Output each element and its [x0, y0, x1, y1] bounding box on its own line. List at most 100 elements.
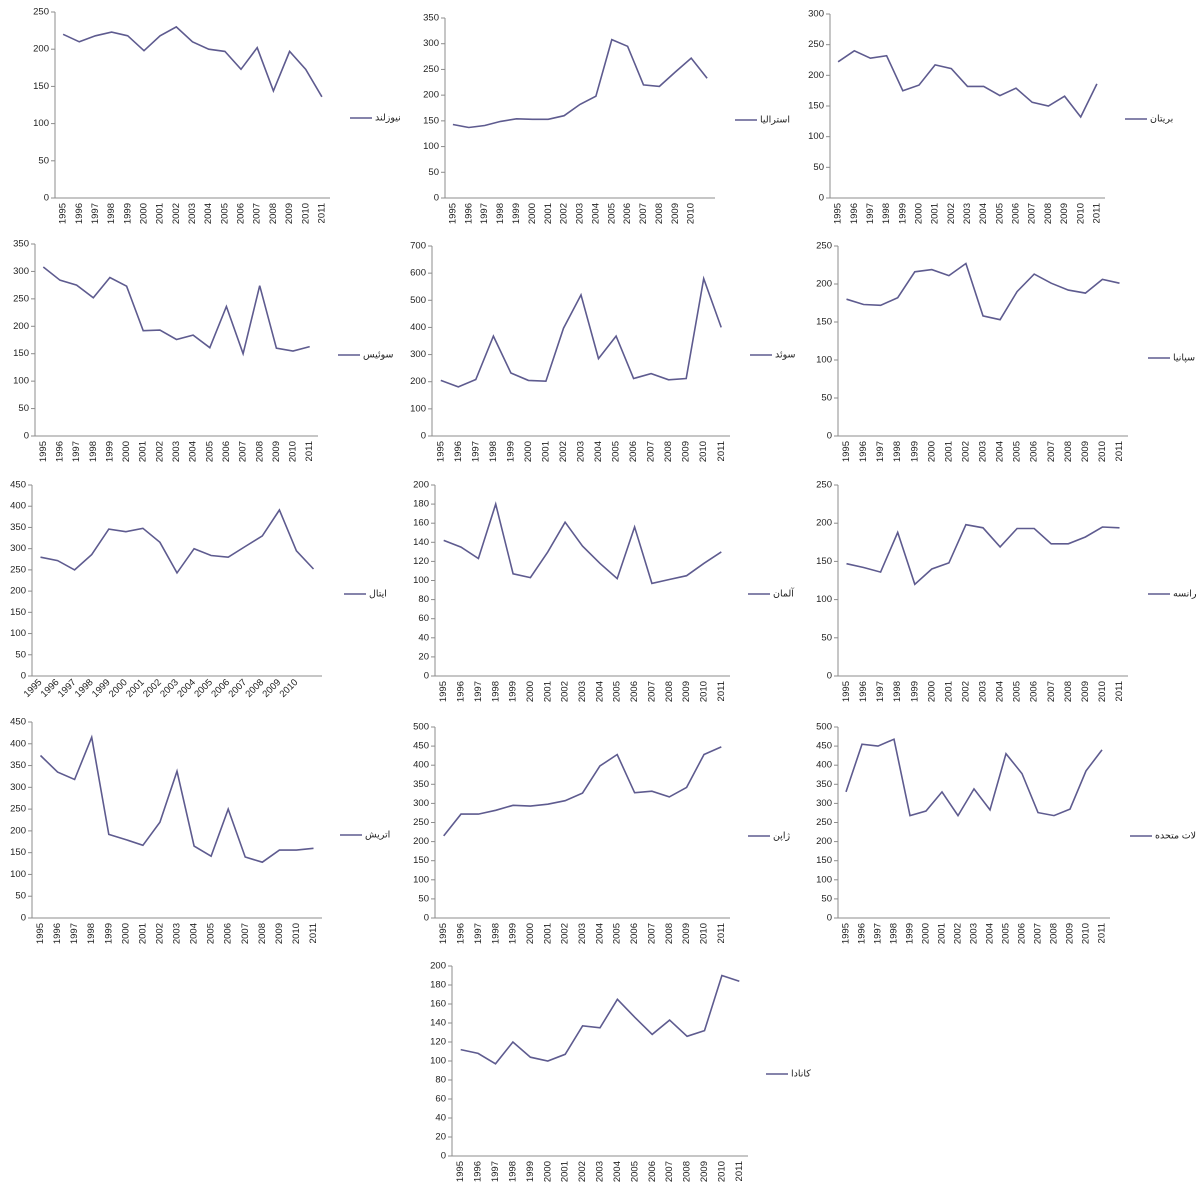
legend-label: نیوزلند — [375, 113, 401, 124]
x-tick-label: 2003 — [978, 441, 989, 462]
x-tick-label: 2010 — [288, 441, 299, 462]
x-tick-label: 1998 — [507, 1161, 518, 1182]
y-tick-label: 180 — [413, 499, 429, 510]
y-tick-label: 50 — [428, 167, 439, 178]
y-tick-label: 250 — [33, 7, 49, 18]
x-tick-label: 2006 — [223, 923, 234, 944]
y-tick-label: 0 — [24, 431, 29, 442]
x-tick-label: 2006 — [236, 203, 247, 224]
x-tick-label: 2000 — [542, 1161, 553, 1182]
x-tick-label: 2002 — [960, 681, 971, 702]
x-tick-label: 2009 — [271, 441, 282, 462]
x-tick-label: 2006 — [628, 441, 639, 462]
legend-label: استرالیا — [760, 115, 790, 126]
y-tick-label: 200 — [816, 279, 832, 290]
y-tick-label: 400 — [413, 760, 429, 771]
x-tick-label: 2003 — [969, 923, 980, 944]
y-tick-label: 200 — [816, 518, 832, 529]
x-tick-label: 1995 — [35, 923, 46, 944]
x-tick-label: 2007 — [1027, 203, 1038, 224]
y-tick-label: 50 — [38, 155, 49, 166]
y-tick-label: 120 — [430, 1037, 446, 1048]
x-tick-label: 2005 — [994, 203, 1005, 224]
legend-label: اتریش — [365, 830, 390, 841]
x-tick-label: 2006 — [1017, 923, 1028, 944]
x-tick-label: 2010 — [698, 441, 709, 462]
x-tick-label: 2003 — [171, 441, 182, 462]
x-tick-label: 2009 — [681, 923, 692, 944]
y-tick-label: 0 — [827, 671, 832, 682]
x-tick-label: 2007 — [1033, 923, 1044, 944]
x-tick-label: 1995 — [435, 441, 446, 462]
y-tick-label: 150 — [816, 317, 832, 328]
y-tick-label: 300 — [413, 798, 429, 809]
y-tick-label: 350 — [423, 13, 439, 24]
legend-label: بریتان — [1150, 114, 1173, 125]
line-chart: 0 50 100 150 200 250 300 350 1995 1996 1997 1998 199… — [423, 13, 790, 225]
x-tick-label: 2005 — [206, 923, 217, 944]
line-chart: 0 100 200 300 400 500 600 700 1995 1996 1997 1998 19… — [410, 241, 795, 463]
x-tick-label: 1998 — [889, 923, 900, 944]
x-tick-label: 1996 — [858, 441, 869, 462]
x-tick-label: 2010 — [1075, 203, 1086, 224]
y-tick-label: 60 — [435, 1094, 446, 1105]
data-line — [42, 266, 310, 357]
x-tick-label: 2007 — [646, 681, 657, 702]
y-tick-label: 150 — [816, 855, 832, 866]
x-tick-label: 2001 — [137, 923, 148, 944]
x-tick-label: 1999 — [104, 441, 115, 462]
x-tick-label: 2001 — [540, 441, 551, 462]
x-tick-label: 2010 — [698, 681, 709, 702]
legend-label: اسپانیا — [1173, 353, 1196, 364]
y-tick-label: 0 — [434, 193, 439, 204]
x-tick-label: 2003 — [576, 441, 587, 462]
x-tick-label: 2000 — [527, 203, 538, 224]
y-tick-label: 450 — [413, 741, 429, 752]
x-tick-label: 2003 — [978, 681, 989, 702]
x-tick-label: 2011 — [716, 923, 727, 943]
y-tick-label: 200 — [10, 586, 26, 597]
x-tick-label: 2001 — [943, 441, 954, 462]
x-tick-label: 2010 — [716, 1161, 727, 1182]
data-line — [443, 746, 722, 837]
y-tick-label: 300 — [423, 38, 439, 49]
y-tick-label: 150 — [413, 855, 429, 866]
x-tick-label: 2009 — [1059, 203, 1070, 224]
x-tick-label: 2007 — [638, 203, 649, 224]
y-tick-label: 180 — [430, 980, 446, 991]
x-tick-label: 1998 — [881, 203, 892, 224]
x-tick-label: 1997 — [71, 441, 82, 462]
x-tick-label: 1998 — [488, 441, 499, 462]
x-tick-label: 2009 — [1065, 923, 1076, 944]
y-tick-label: 100 — [816, 594, 832, 605]
x-tick-label: 1995 — [438, 923, 449, 944]
x-tick-label: 2005 — [1012, 441, 1023, 462]
x-tick-label: 1998 — [490, 681, 501, 702]
y-tick-label: 20 — [435, 1132, 446, 1143]
data-line — [845, 738, 1103, 818]
y-tick-label: 300 — [10, 782, 26, 793]
x-tick-label: 1996 — [473, 1161, 484, 1182]
x-tick-label: 1995 — [438, 681, 449, 702]
x-tick-label: 2001 — [543, 203, 554, 224]
x-tick-label: 2011 — [1114, 441, 1125, 461]
y-tick-label: 0 — [424, 913, 429, 924]
x-tick-label: 2005 — [629, 1161, 640, 1182]
x-tick-label: 2006 — [1029, 441, 1040, 462]
data-line — [40, 508, 315, 575]
x-tick-label: 1999 — [909, 681, 920, 702]
x-tick-label: 2004 — [995, 681, 1006, 702]
x-tick-label: 2005 — [1012, 681, 1023, 702]
x-tick-label: 1997 — [69, 923, 80, 944]
x-tick-label: 2009 — [681, 441, 692, 462]
x-tick-label: 2006 — [1029, 681, 1040, 702]
x-tick-label: 2001 — [937, 923, 948, 944]
y-tick-label: 0 — [21, 671, 26, 682]
y-tick-label: 150 — [808, 101, 824, 112]
y-tick-label: 250 — [816, 817, 832, 828]
x-tick-label: 1997 — [90, 203, 101, 224]
x-tick-label: 1996 — [463, 203, 474, 224]
line-chart: 0 50 100 150 200 250 1995 1996 1997 1998 1999 2000 2… — [816, 480, 1196, 703]
x-tick-label: 1996 — [453, 441, 464, 462]
